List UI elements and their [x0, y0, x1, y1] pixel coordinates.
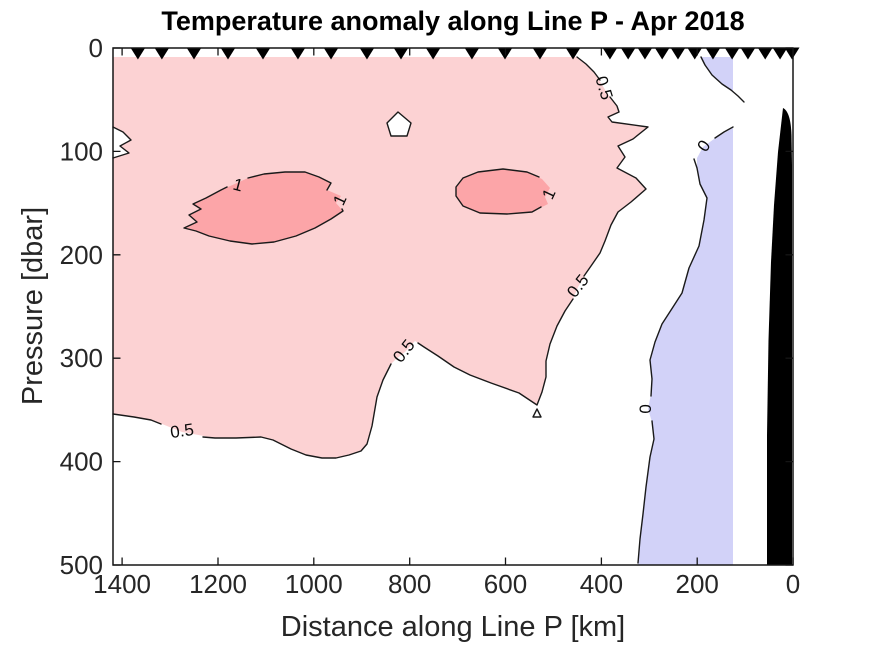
station-marker-icon [670, 47, 686, 60]
station-marker-icon [255, 47, 271, 60]
station-marker-icon [532, 47, 548, 60]
contour-fills [113, 57, 792, 565]
fill-region-above-1-west [184, 172, 343, 244]
plot-box [112, 47, 794, 566]
y-axis-label: Pressure [dbar] [17, 207, 49, 405]
station-marker-icon [757, 47, 773, 60]
station-marker-icon [359, 47, 375, 60]
x-tick-labels: 1400 1200 1000 800 600 400 200 0 [93, 569, 800, 599]
contour-line-0p5-seg4 [202, 363, 392, 459]
y-ticks-left [113, 47, 121, 566]
station-marker-icon [687, 47, 703, 60]
fill-region-above-1-east [456, 169, 550, 214]
fill-region-black-mask [767, 108, 792, 565]
x-ticks-top [121, 48, 794, 56]
station-marker-icon [130, 47, 146, 60]
station-marker-icon [290, 47, 306, 60]
x-tick-label-1200: 1200 [189, 569, 247, 599]
x-tick-label-0: 0 [786, 569, 800, 599]
station-marker-icon [705, 47, 721, 60]
contour-line-0-seg2 [649, 158, 708, 397]
x-tick-label-200: 200 [676, 569, 719, 599]
station-marker-icon [154, 47, 170, 60]
y-tick-label-300: 300 [60, 343, 103, 373]
fill-region-0p5-to-1 [113, 57, 648, 458]
contour-line-0p5-hole-triangle [532, 408, 542, 418]
y-tick-label-100: 100 [60, 136, 103, 166]
contour-line-0-seg1 [714, 126, 734, 139]
y-ticks-right [785, 47, 793, 566]
station-marker-icon [724, 47, 740, 60]
y-tick-label-0: 0 [89, 33, 103, 63]
contour-lines [112, 56, 745, 564]
station-marker-icon [637, 47, 653, 60]
station-marker-icon [464, 47, 480, 60]
axes [112, 47, 794, 566]
station-markers-group [130, 47, 800, 60]
x-tick-label-1000: 1000 [285, 569, 343, 599]
contour-line-1-west-seg2 [183, 186, 344, 245]
x-tick-label-400: 400 [580, 569, 623, 599]
contour-line-0p5-hole-pentagon [386, 111, 412, 137]
station-marker-icon [602, 47, 618, 60]
contour-line-0-seg3 [637, 420, 655, 564]
station-marker-icon [393, 47, 409, 60]
station-marker-icon [784, 47, 800, 60]
y-tick-label-200: 200 [60, 240, 103, 270]
contour-line-0p5-seg2 [583, 96, 649, 277]
station-marker-icon [620, 47, 636, 60]
contour-label-0-b: 0 [636, 404, 655, 413]
station-marker-icon [740, 47, 756, 60]
contour-line-1-east [455, 168, 542, 215]
station-marker-icon [323, 47, 339, 60]
x-tick-label-800: 800 [388, 569, 431, 599]
station-marker-icon [565, 47, 581, 60]
fill-region-negative-surface-lobe [701, 57, 733, 91]
y-tick-label-500: 500 [60, 550, 103, 580]
contour-line-0p5-seg3 [417, 298, 574, 406]
station-marker-icon [772, 47, 788, 60]
station-marker-icon [220, 47, 236, 60]
x-tick-label-1400: 1400 [93, 569, 151, 599]
x-axis-label: Distance along Line P [km] [281, 611, 625, 643]
chart-title: Temperature anomaly along Line P - Apr 2… [161, 6, 744, 36]
station-marker-icon [654, 47, 670, 60]
contour-line-1-west-seg1 [247, 171, 332, 191]
contour-line-0p5-left-notch [112, 126, 132, 159]
x-tick-label-600: 600 [484, 569, 527, 599]
contour-line-0-surface-lobe [700, 56, 745, 103]
y-tick-labels: 0 100 200 300 400 500 [60, 33, 103, 580]
contour-line-0p5-seg5 [112, 413, 162, 425]
contour-line-0p5-seg1 [576, 56, 601, 81]
fill-region-negative-band [638, 128, 733, 565]
station-marker-icon [425, 47, 441, 60]
x-ticks-bottom [121, 557, 794, 565]
y-tick-label-400: 400 [60, 447, 103, 477]
station-marker-icon [186, 47, 202, 60]
contour-label-0p5-d: 0.5 [169, 420, 195, 442]
